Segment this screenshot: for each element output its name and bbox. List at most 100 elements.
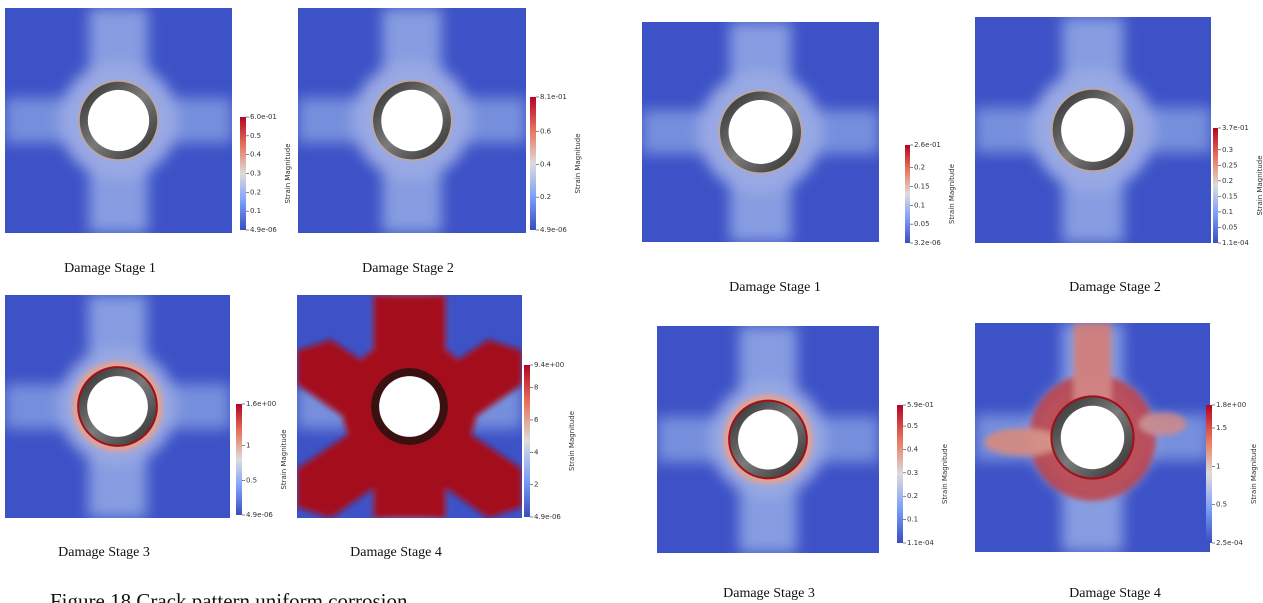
colorbar-tick-label: 0.3 — [907, 469, 918, 477]
colorbar-tick-label: 4 — [534, 448, 539, 456]
colorbar-title: Strain Magnitude — [941, 444, 949, 504]
colorbar-tick-label: 0.2 — [250, 188, 261, 196]
hole — [728, 100, 793, 164]
colorbar-tick-label: 0.5 — [1216, 501, 1227, 509]
simulation-image — [657, 326, 879, 553]
simulation-image — [975, 323, 1210, 552]
damage-left — [984, 428, 1060, 456]
hole — [379, 376, 440, 437]
colorbar-tick-label: 2.6e-01 — [914, 141, 941, 149]
colorbar-tick-label: 4.9e-06 — [540, 226, 567, 234]
colorbar-tick-label: 1 — [246, 442, 250, 450]
simulation-image — [642, 22, 879, 242]
colorbar-tick-label: 0.3 — [1222, 146, 1233, 154]
figure-caption: Figure 18 Crack pattern uniform corrosio… — [50, 589, 408, 603]
panel: 3.7e-01 0.3 0.25 0.2 0.15 0.1 0.05 1.1e-04 Strai… — [975, 17, 1263, 295]
colorbar-tick-label: 0.2 — [907, 492, 918, 500]
colorbar-tick-label: 2.5e-04 — [1216, 539, 1243, 547]
colorbar-tick-label: 0.5 — [246, 476, 257, 484]
colorbar — [897, 405, 903, 543]
colorbar-tick-label: 0.4 — [250, 151, 262, 159]
colorbar — [1206, 405, 1212, 543]
simulation-image — [975, 17, 1211, 243]
panel: 9.4e+00 8 6 4 2 4.9e-06 Strain Magnitude Damage… — [297, 295, 576, 560]
colorbar-tick-label: 0.15 — [914, 182, 930, 190]
colorbar-title: Strain Magnitude — [568, 411, 576, 471]
colorbar — [1213, 128, 1218, 243]
colorbar-tick-label: 0.6 — [540, 127, 552, 135]
colorbar-tick-label: 3.7e-01 — [1222, 124, 1249, 132]
colorbar-tick-label: 0.1 — [250, 207, 261, 215]
colorbar-tick-label: 0.3 — [250, 170, 261, 178]
panel-caption: Damage Stage 3 — [723, 586, 815, 601]
colorbar-title: Strain Magnitude — [948, 164, 956, 224]
colorbar-tick-label: 0.05 — [914, 220, 930, 228]
colorbar-tick-label: 0.1 — [907, 516, 918, 524]
colorbar-tick-label: 0.4 — [907, 445, 919, 453]
colorbar-tick-label: 4.9e-06 — [534, 513, 561, 521]
colorbar — [236, 404, 242, 515]
colorbar-title: Strain Magnitude — [1256, 155, 1263, 215]
panel-caption: Damage Stage 4 — [350, 545, 442, 560]
colorbar-tick-label: 1.1e-04 — [1222, 239, 1249, 247]
panel: 8.1e-01 0.6 0.4 0.2 4.9e-06 Strain Magnitude D… — [298, 8, 582, 276]
colorbar-tick-label: 5.9e-01 — [907, 401, 934, 409]
panel-caption: Damage Stage 1 — [729, 280, 821, 295]
panel-caption: Damage Stage 3 — [58, 545, 150, 560]
colorbar-tick-label: 1.1e-04 — [907, 539, 934, 547]
hole — [87, 376, 148, 437]
colorbar-tick-label: 0.05 — [1222, 223, 1238, 231]
panel: 2.6e-01 0.2 0.15 0.1 0.05 3.2e-06 Strain Magni… — [642, 22, 956, 295]
colorbar-tick-label: 0.15 — [1222, 192, 1238, 200]
colorbar-tick-label: 8 — [534, 384, 538, 392]
colorbar — [530, 97, 536, 230]
colorbar-tick-label: 2 — [534, 481, 538, 489]
colorbar-tick-label: 4.9e-06 — [246, 511, 273, 519]
colorbar-tick-label: 0.1 — [1222, 208, 1233, 216]
colorbar-tick-label: 6.0e-01 — [250, 113, 277, 121]
hole — [738, 409, 798, 470]
colorbar-tick-label: 4.9e-06 — [250, 226, 277, 234]
colorbar-title: Strain Magnitude — [574, 133, 582, 193]
colorbar-tick-label: 1.8e+00 — [1216, 401, 1246, 409]
colorbar-tick-label: 1 — [1216, 462, 1220, 470]
colorbar — [240, 117, 246, 230]
colorbar-tick-label: 0.5 — [250, 132, 261, 140]
panel: 5.9e-01 0.5 0.4 0.3 0.2 0.1 1.1e-04 Strain Magn… — [657, 326, 949, 601]
hole — [1061, 98, 1125, 162]
panel: 1.6e+00 1 0.5 4.9e-06 Strain Magnitude Damage… — [5, 295, 288, 560]
hole — [381, 89, 443, 152]
panel-caption: Damage Stage 2 — [1069, 280, 1161, 295]
colorbar-tick-label: 0.2 — [914, 164, 925, 172]
colorbar-tick-label: 1.6e+00 — [246, 400, 276, 408]
colorbar-tick-label: 3.2e-06 — [914, 239, 941, 247]
colorbar-tick-label: 0.1 — [914, 201, 925, 209]
hole — [1060, 405, 1125, 470]
simulation-image — [297, 295, 522, 518]
colorbar — [905, 145, 910, 243]
hole — [87, 89, 150, 152]
colorbar-tick-label: 0.25 — [1222, 161, 1238, 169]
colorbar-tick-label: 0.4 — [540, 160, 552, 168]
panel: 6.0e-01 0.5 0.4 0.3 0.2 0.1 4.9e-06 Strain Magn… — [5, 8, 292, 276]
colorbar-title: Strain Magnitude — [1250, 444, 1258, 504]
simulation-image — [298, 8, 526, 233]
colorbar-tick-label: 0.2 — [1222, 177, 1233, 185]
colorbar-title: Strain Magnitude — [280, 429, 288, 489]
simulation-image — [5, 8, 232, 233]
damage-top — [1073, 323, 1112, 404]
colorbar-tick-label: 6 — [534, 416, 539, 424]
panel: 1.8e+00 1.5 1 0.5 2.5e-04 Strain Magnitude Dam… — [975, 323, 1258, 601]
panel-caption: Damage Stage 4 — [1069, 586, 1161, 601]
colorbar-tick-label: 1.5 — [1216, 424, 1227, 432]
colorbar — [524, 365, 530, 517]
colorbar-tick-label: 0.5 — [907, 422, 918, 430]
colorbar-tick-label: 0.2 — [540, 193, 551, 201]
colorbar-tick-label: 8.1e-01 — [540, 93, 567, 101]
damage-right — [1139, 412, 1187, 436]
simulation-image — [5, 295, 230, 518]
panel-caption: Damage Stage 2 — [362, 261, 454, 276]
colorbar-tick-label: 9.4e+00 — [534, 361, 564, 369]
